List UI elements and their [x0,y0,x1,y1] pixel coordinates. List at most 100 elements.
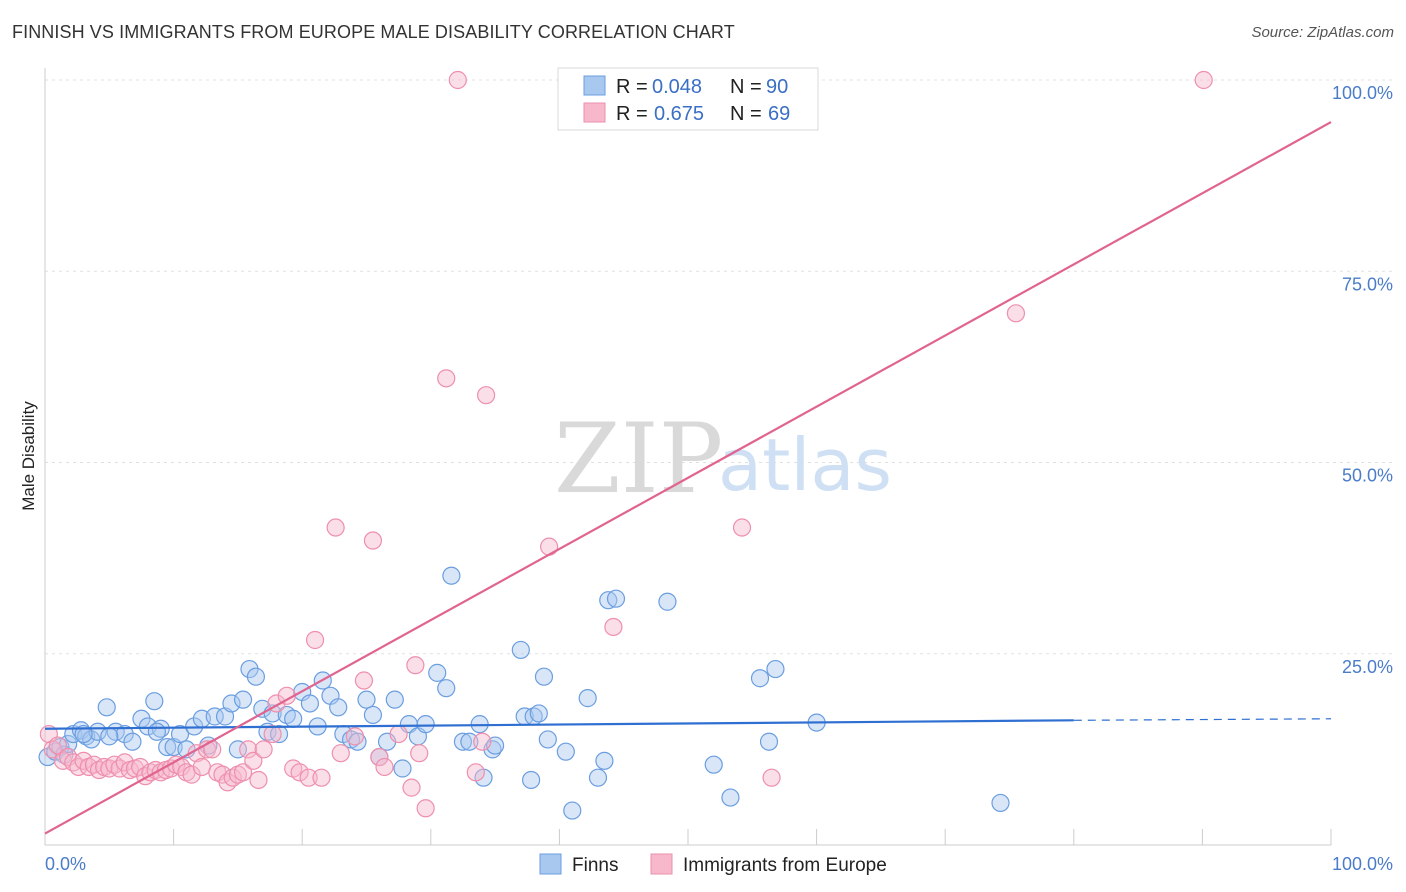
legend-r-value-immigrants: 0.675 [654,103,704,125]
finns-point [534,667,554,686]
finns-point [357,690,376,709]
immigrants-point [476,386,496,405]
finns-point [529,704,548,723]
finns-point [205,707,224,726]
finns-point [991,793,1010,813]
finns-point [556,742,575,761]
legend-r-label-immigrants: R = [616,103,648,125]
y-tick-label: 75.0% [1342,274,1393,294]
immigrants-point [473,732,492,751]
trend-line-finns-extension [1073,718,1332,721]
finns-point [453,732,473,751]
finns-point [284,709,303,728]
immigrants-point [389,724,408,744]
legend-n-value-immigrants: 69 [768,103,790,125]
y-tick-label: 25.0% [1342,657,1393,677]
series-finns-points [38,566,1010,820]
immigrants-point [354,671,374,690]
finns-point [522,770,541,790]
finns-point [595,751,614,770]
immigrants-point [290,763,309,782]
immigrants-point [363,531,383,550]
finns-point [222,694,241,713]
immigrants-point [762,768,781,787]
finns-point [269,724,289,744]
chart-title: FINNISH VS IMMIGRANTS FROM EUROPE MALE D… [12,22,735,42]
finns-point [704,755,723,774]
y-tick-label: 50.0% [1342,466,1393,486]
watermark: ZIP atlas [554,403,892,515]
finns-point [658,592,677,611]
legend-swatch-immigrants [583,102,606,123]
finns-point [578,689,597,708]
legend-n-value-finns: 90 [766,76,788,98]
finns-point [393,759,412,778]
finns-point [766,659,785,679]
grid-lines [45,79,1393,655]
finns-point [759,732,779,751]
finns-point [363,705,383,725]
y-axis-title: Male Disability [19,401,38,511]
finns-point [511,640,530,660]
immigrants-point [192,757,211,777]
immigrants-point [375,757,394,777]
immigrants-point [326,518,345,537]
legend-n-label-finns: N = [730,76,762,98]
immigrants-point [732,518,752,537]
watermark-atlas: atlas [718,423,892,507]
finns-point [416,715,435,734]
finns-point [228,740,247,759]
immigrants-point [131,757,150,777]
finns-point [442,566,461,585]
immigrants-point [1006,304,1026,323]
finns-point [538,730,557,749]
legend-r-label-finns: R = [616,76,648,98]
finns-point [233,690,253,709]
finns-point [563,801,582,820]
source-label: Source: ZipAtlas.com [1251,24,1394,41]
finns-point [97,698,116,717]
immigrants-point [223,768,242,787]
trend-line-immigrants [44,121,1332,835]
finns-point [437,679,456,698]
finns-point [329,698,348,717]
bottom-legend-swatch-immigrants [650,853,673,875]
x-ticks [173,829,1332,845]
immigrants-point [1194,70,1213,90]
finns-point [115,724,134,744]
bottom-legend-label-finns: Finns [572,855,618,876]
immigrants-point [410,744,429,763]
immigrants-point [406,656,425,675]
immigrants-point [305,630,325,650]
y-tick-label: 100.0% [1332,83,1393,103]
finns-point [158,737,177,757]
legend-swatch-finns [583,75,606,96]
immigrants-point [249,770,268,790]
legend-r-value-finns: 0.048 [652,76,702,98]
bottom-legend: Finns Immigrants from Europe [539,853,887,876]
series-immigrants-points [39,70,1213,818]
immigrants-point [299,768,318,787]
finns-point [246,667,266,686]
immigrants-point [437,369,456,388]
immigrants-point [345,727,365,746]
immigrants-point [239,740,258,759]
finns-point [74,724,93,744]
finns-point [460,732,479,751]
finns-point [588,768,608,787]
finns-point [300,694,320,713]
x-tick-label-min: 0.0% [45,854,86,874]
bottom-legend-label-immigrants: Immigrants from Europe [683,855,887,876]
immigrants-point [402,778,421,797]
watermark-zip: ZIP [554,403,723,515]
finns-point [145,692,164,711]
immigrants-point [254,740,273,759]
legend-n-label-immigrants: N = [730,103,762,125]
immigrants-point [331,744,350,763]
immigrants-point [416,799,435,818]
finns-point [170,724,190,744]
immigrants-point [466,763,485,782]
immigrants-point [370,747,389,767]
immigrants-point [604,617,623,637]
